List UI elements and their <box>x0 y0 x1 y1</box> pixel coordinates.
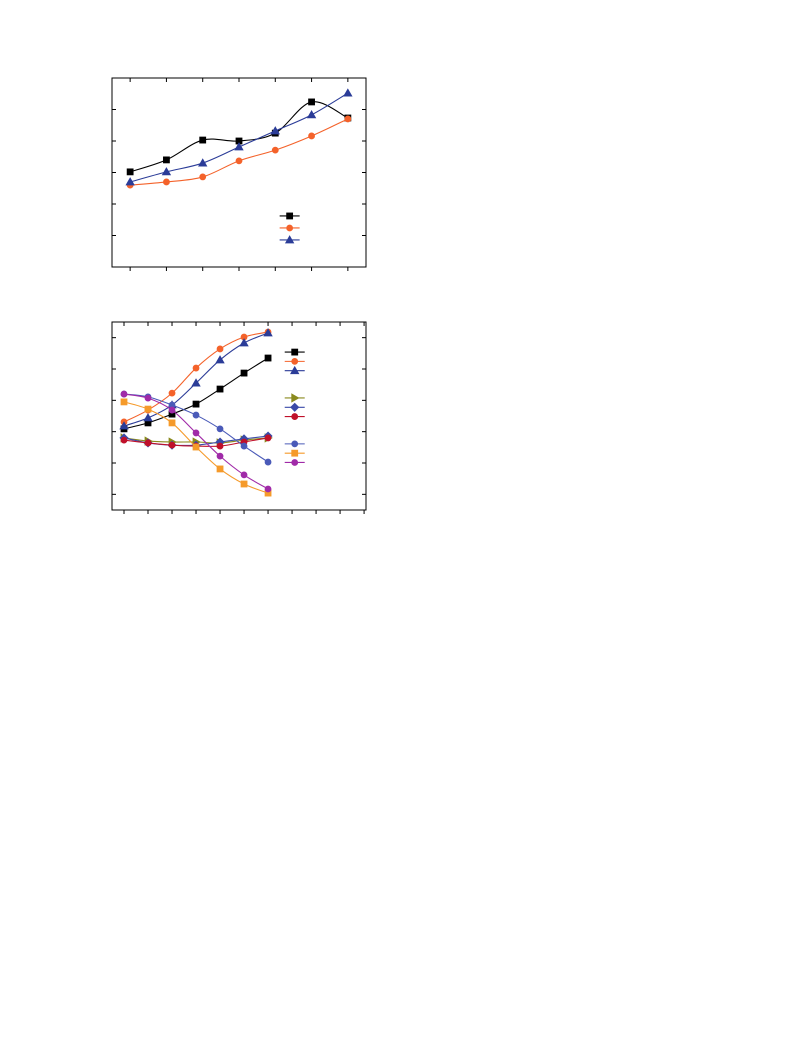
marker <box>263 328 273 337</box>
plot-frame <box>111 321 367 511</box>
marker <box>192 429 200 437</box>
legend-marker <box>290 402 300 412</box>
legend-marker <box>291 440 299 448</box>
marker <box>264 434 272 442</box>
legend-marker <box>291 393 300 403</box>
marker <box>144 394 152 402</box>
marker <box>198 158 208 167</box>
marker <box>216 425 224 433</box>
marker <box>308 98 315 106</box>
legend-marker <box>286 224 294 232</box>
marker <box>192 364 200 372</box>
legend-marker <box>291 449 299 457</box>
marker <box>192 443 200 451</box>
marker <box>235 157 243 165</box>
marker <box>192 411 200 419</box>
marker <box>168 406 176 414</box>
marker <box>144 405 152 413</box>
marker <box>270 126 280 135</box>
marker <box>216 465 224 473</box>
marker <box>344 115 352 123</box>
marker <box>343 88 353 97</box>
marker <box>168 419 176 427</box>
marker <box>199 136 207 144</box>
marker <box>120 398 128 406</box>
marker <box>240 442 248 450</box>
marker <box>199 173 207 181</box>
marker <box>271 146 279 154</box>
marker <box>120 390 128 398</box>
marker <box>264 485 272 493</box>
marker <box>216 385 224 393</box>
marker <box>264 354 272 362</box>
legend-marker <box>290 365 300 375</box>
marker <box>120 436 128 444</box>
marker <box>240 369 248 377</box>
marker <box>215 355 225 364</box>
marker <box>216 345 224 353</box>
marker <box>264 458 272 466</box>
series-line <box>129 92 349 183</box>
marker <box>161 167 172 176</box>
legend-marker <box>291 459 299 466</box>
marker <box>125 177 135 186</box>
marker <box>191 378 201 387</box>
legend-marker <box>284 235 295 244</box>
marker <box>306 110 317 119</box>
legend-marker <box>291 413 299 420</box>
marker <box>163 156 170 164</box>
legend-marker <box>291 357 299 365</box>
marker <box>144 439 152 447</box>
marker <box>216 442 224 450</box>
marker <box>192 400 200 408</box>
marker <box>126 168 134 176</box>
marker <box>168 389 176 397</box>
marker <box>240 471 248 479</box>
marker <box>239 338 249 347</box>
marker <box>234 142 244 151</box>
marker <box>240 480 248 488</box>
marker <box>163 178 170 186</box>
marker <box>168 441 176 449</box>
marker <box>143 413 153 422</box>
marker <box>119 421 129 430</box>
legend-marker <box>286 212 294 220</box>
marker <box>216 452 224 460</box>
marker <box>308 132 315 140</box>
legend-marker <box>291 348 299 356</box>
